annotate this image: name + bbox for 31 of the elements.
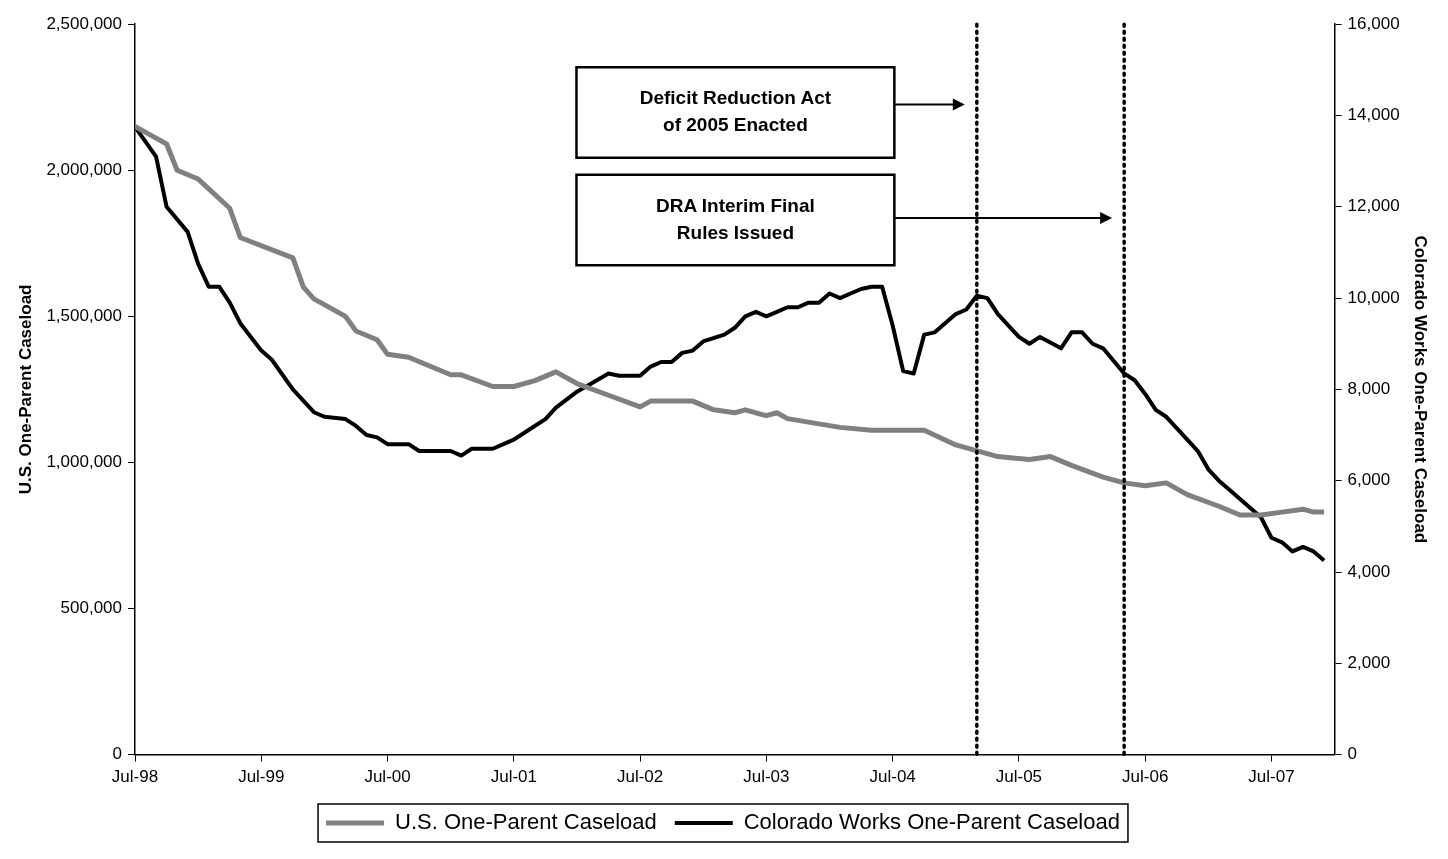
y2-tick-label: 8,000 (1347, 379, 1391, 399)
annotation: Deficit Reduction Act of 2005 Enacted (639, 87, 832, 136)
y2-tick-label: 2,000 (1347, 652, 1391, 672)
x-tick-label: Jul-05 (995, 767, 1043, 787)
x-tick-label: Jul-02 (616, 767, 664, 787)
y2-tick-label: 6,000 (1347, 470, 1391, 490)
y2-tick-label: 12,000 (1347, 196, 1400, 216)
y-tick-label: 1,500,000 (46, 306, 123, 326)
x-tick-label: Jul-99 (238, 767, 285, 787)
y-tick-label: 1,000,000 (46, 452, 123, 472)
y-tick-label: 0 (112, 744, 123, 764)
legend-label: Colorado Works One-Parent Caseload (743, 809, 1120, 835)
x-tick-label: Jul-98 (111, 767, 159, 787)
y2-tick-label: 14,000 (1347, 105, 1400, 125)
annotation: DRA Interim Final Rules Issued (656, 194, 815, 243)
x-tick-label: Jul-03 (743, 767, 790, 787)
y2-tick-label: 0 (1347, 744, 1358, 764)
legend-label: U.S. One-Parent Caseload (395, 809, 657, 835)
y2-tick-label: 4,000 (1347, 561, 1391, 581)
y2-axis-title: Colorado Works One-Parent Caseload (1411, 235, 1431, 544)
x-tick-label: Jul-07 (1248, 767, 1295, 787)
x-tick-label: Jul-01 (490, 767, 537, 787)
y-tick-label: 500,000 (60, 598, 123, 618)
y2-tick-label: 16,000 (1347, 13, 1400, 33)
y-axis-title: U.S. One-Parent Caseload (15, 284, 35, 495)
x-tick-label: Jul-04 (869, 767, 916, 787)
x-tick-label: Jul-06 (1122, 767, 1169, 787)
y-tick-label: 2,000,000 (46, 159, 123, 179)
x-tick-label: Jul-00 (364, 767, 411, 787)
y-tick-label: 2,500,000 (46, 13, 123, 33)
y2-tick-label: 10,000 (1347, 287, 1400, 307)
